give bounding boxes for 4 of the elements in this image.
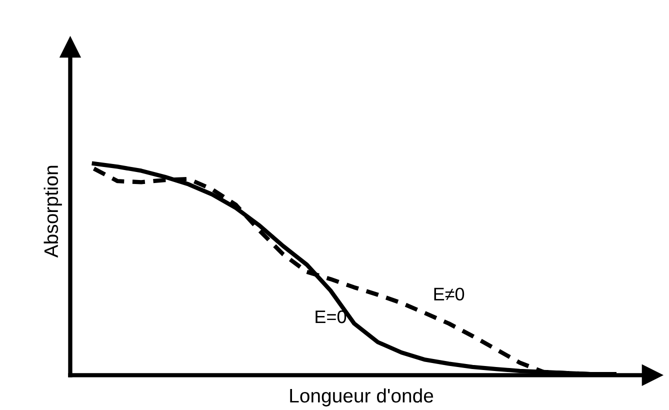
x-axis-title: Longueur d'onde [290, 388, 434, 406]
series-label: E≠0 [434, 288, 464, 301]
y-axis-title: Absorption [44, 166, 62, 258]
series-label: E=0 [316, 310, 346, 324]
